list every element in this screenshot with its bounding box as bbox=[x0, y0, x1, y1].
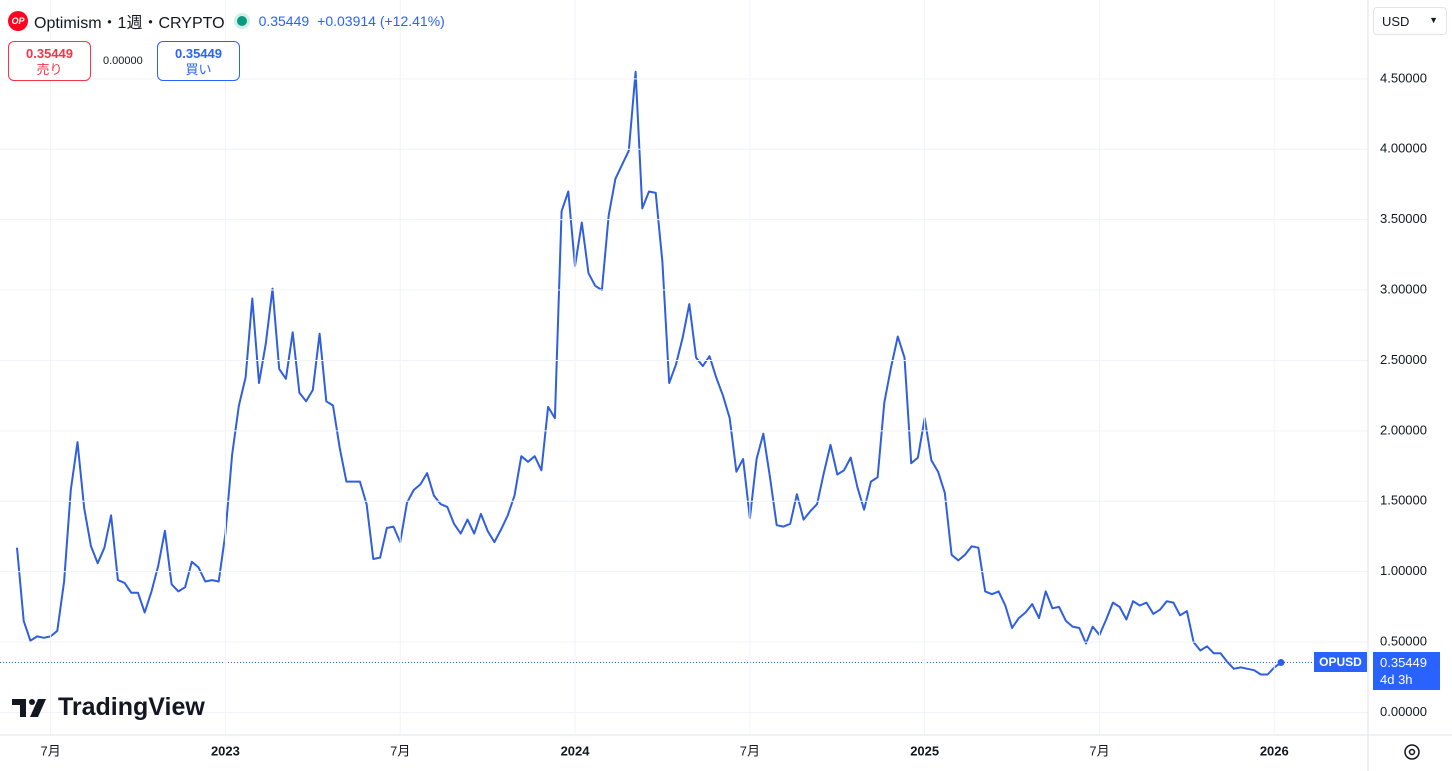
price-tag-price: 0.35449 bbox=[1380, 655, 1427, 670]
x-tick-label: 2025 bbox=[910, 743, 939, 758]
symbol-icon: OP bbox=[8, 11, 28, 31]
symbol-tag: OPUSD bbox=[1314, 652, 1367, 672]
status-dot bbox=[236, 16, 247, 26]
sell-price: 0.35449 bbox=[26, 46, 73, 61]
x-tick-label: 2026 bbox=[1260, 743, 1289, 758]
y-tick-label: 1.00000 bbox=[1380, 563, 1427, 578]
last-point bbox=[1277, 659, 1285, 667]
currency-select[interactable]: USD ▼ bbox=[1373, 7, 1447, 35]
spread: 0.00000 bbox=[103, 55, 143, 67]
last-price: 0.35449 bbox=[258, 13, 310, 29]
logo: TradingView bbox=[12, 693, 205, 722]
countdown: 4d 3h bbox=[1380, 672, 1413, 687]
y-tick-label: 0.50000 bbox=[1380, 634, 1427, 649]
header: OP Optimism・1週・CRYPTO 0.35449 +0.03914 (… bbox=[8, 9, 445, 33]
x-tick-label: 7月 bbox=[1089, 743, 1109, 758]
settings-icon[interactable] bbox=[1404, 744, 1420, 760]
y-tick-label: 2.50000 bbox=[1380, 352, 1427, 367]
sell-label: 売り bbox=[36, 62, 63, 77]
y-tick-label: 3.00000 bbox=[1380, 281, 1427, 296]
y-tick-label: 3.50000 bbox=[1380, 211, 1427, 226]
y-tick-label: 2.00000 bbox=[1380, 422, 1427, 437]
y-tick-label: 4.50000 bbox=[1380, 70, 1427, 85]
x-tick-label: 7月 bbox=[390, 743, 410, 758]
currency: USD bbox=[1382, 14, 1410, 29]
x-tick-label: 7月 bbox=[740, 743, 760, 758]
buy-button[interactable]: 0.35449 買い bbox=[157, 41, 240, 81]
price-tag: 0.35449 4d 3h bbox=[1373, 652, 1440, 690]
price-line-series bbox=[16, 70, 1282, 676]
logo-mark bbox=[12, 698, 46, 717]
x-tick-label: 2023 bbox=[211, 743, 240, 758]
logo-text: TradingView bbox=[58, 693, 205, 721]
y-tick-label: 1.50000 bbox=[1380, 493, 1427, 508]
sell-button[interactable]: 0.35449 売り bbox=[8, 41, 91, 81]
buy-price: 0.35449 bbox=[175, 46, 222, 61]
x-tick-label: 2024 bbox=[561, 743, 591, 758]
buy-label: 買い bbox=[185, 62, 212, 77]
symbol-title: Optimism・1週・CRYPTO bbox=[34, 15, 225, 32]
x-tick-label: 7月 bbox=[40, 743, 60, 758]
price-change: +0.03914 (+12.41%) bbox=[317, 13, 445, 29]
y-tick-label: 0.00000 bbox=[1380, 704, 1427, 719]
y-tick-label: 4.00000 bbox=[1380, 141, 1427, 156]
